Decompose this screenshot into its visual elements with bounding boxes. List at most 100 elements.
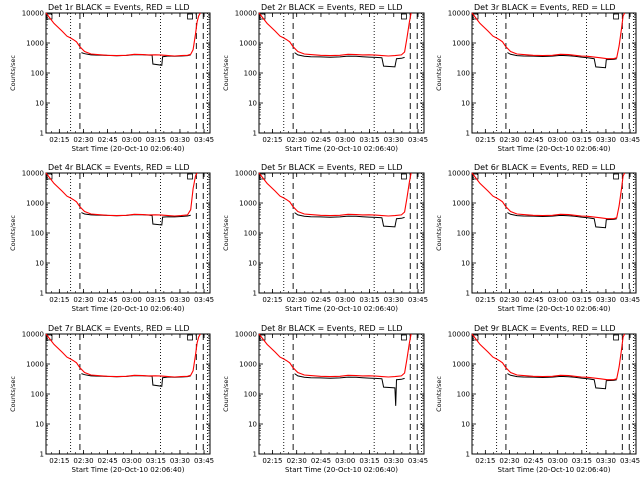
x-tick-label: 02:30 [73,457,93,465]
y-tick-label: 10000 [235,331,257,339]
y-axis-title: Counts/sec [222,376,230,412]
lld-series-line [258,333,412,378]
events-series-line [294,52,405,68]
panel-4: Det 4r BLACK = Events, RED = LLD 1 10 100 10… [9,163,214,313]
panel-3: Det 3r BLACK = Events, RED = LLD 1 10 100 10… [435,3,640,153]
flag-box-left [46,173,53,180]
y-tick-label: 100 [244,230,257,238]
y-tick-label: 10000 [235,10,257,18]
x-tick-label: 03:15 [572,457,592,465]
flag-box-left [472,13,479,20]
y-tick-label: 10 [461,260,470,268]
y-tick-label: 1 [466,130,470,138]
y-axis-title: Counts/sec [435,55,443,91]
y-tick-label: 10000 [22,331,44,339]
x-tick-label: 02:15 [475,296,495,304]
flag-box [401,173,407,180]
y-tick-label: 10 [461,421,470,429]
y-tick-label: 1000 [239,40,257,48]
flag-box [187,173,193,180]
panel-8: Det 8r BLACK = Events, RED = LLD 1 10 100 10… [222,324,428,474]
events-series-line [294,373,405,406]
x-tick-label: 03:00 [548,457,568,465]
y-tick-label: 100 [31,230,44,238]
panel-7: Det 7r BLACK = Events, RED = LLD 1 10 100 10… [9,324,214,474]
x-tick-label: 03:15 [359,136,379,144]
flag-box [401,13,407,20]
x-axis-title: Start Time (20-Oct-10 02:06:40) [498,466,611,474]
x-tick-label: 02:15 [49,457,69,465]
flag-box [401,334,407,341]
flag-box-left [259,173,266,180]
panel-title: Det 7r BLACK = Events, RED = LLD [48,324,190,333]
lld-series-line [258,172,412,217]
x-tick-label: 02:30 [73,296,93,304]
x-tick-label: 03:00 [122,136,142,144]
x-tick-label: 03:00 [548,296,568,304]
y-tick-label: 100 [457,70,470,78]
y-axis-title: Counts/sec [435,215,443,251]
x-axis-title: Start Time (20-Oct-10 02:06:40) [498,145,611,153]
x-axis-title: Start Time (20-Oct-10 02:06:40) [498,305,611,313]
y-tick-label: 10 [248,100,257,108]
events-series-line [507,212,617,229]
panel-1: Det 1r BLACK = Events, RED = LLD 1 10 100 10… [9,3,214,153]
x-tick-label: 02:15 [475,457,495,465]
x-tick-label: 03:30 [596,457,616,465]
y-tick-label: 1000 [26,40,44,48]
x-tick-label: 03:15 [146,296,166,304]
y-tick-label: 1 [466,451,470,459]
x-tick-label: 03:00 [122,296,142,304]
panel-5: Det 5r BLACK = Events, RED = LLD 1 10 100 10… [222,163,428,313]
y-tick-label: 10 [461,100,470,108]
panel-title: Det 2r BLACK = Events, RED = LLD [261,3,403,12]
x-tick-label: 03:00 [122,457,142,465]
y-tick-label: 1000 [239,200,257,208]
x-tick-label: 03:45 [620,136,640,144]
y-tick-label: 1 [40,130,44,138]
x-tick-label: 03:15 [359,296,379,304]
y-tick-label: 1 [253,290,257,298]
x-tick-label: 03:15 [146,457,166,465]
x-tick-label: 03:45 [408,136,428,144]
x-tick-label: 03:00 [335,457,355,465]
x-tick-label: 02:45 [97,136,117,144]
x-tick-label: 02:45 [523,457,543,465]
y-axis-title: Counts/sec [222,215,230,251]
x-tick-label: 02:45 [311,296,331,304]
y-tick-label: 1000 [452,200,470,208]
flag-box-left [46,13,53,20]
x-tick-label: 03:45 [620,457,640,465]
flag-box [613,334,619,341]
x-tick-label: 03:45 [194,296,214,304]
y-tick-label: 100 [31,70,44,78]
x-tick-label: 02:30 [499,457,519,465]
y-tick-label: 100 [244,70,257,78]
y-tick-label: 10 [35,260,44,268]
x-tick-label: 02:45 [311,457,331,465]
x-tick-label: 02:45 [97,457,117,465]
y-tick-label: 1 [40,290,44,298]
x-tick-label: 02:30 [287,457,307,465]
lld-series-line [45,12,201,57]
y-tick-label: 10 [35,421,44,429]
x-tick-label: 03:45 [620,296,640,304]
x-tick-label: 02:15 [262,457,282,465]
x-tick-label: 03:45 [408,296,428,304]
y-tick-label: 100 [457,230,470,238]
x-tick-label: 03:00 [335,296,355,304]
x-tick-label: 02:45 [523,296,543,304]
y-tick-label: 100 [244,391,257,399]
x-axis-title: Start Time (20-Oct-10 02:06:40) [72,145,185,153]
panel-title: Det 6r BLACK = Events, RED = LLD [474,163,616,172]
panel-title: Det 1r BLACK = Events, RED = LLD [48,3,190,12]
y-tick-label: 1000 [26,200,44,208]
y-axis-title: Counts/sec [9,215,17,251]
panel-6: Det 6r BLACK = Events, RED = LLD 1 10 100 10… [435,163,640,313]
x-tick-label: 02:30 [287,136,307,144]
flag-box-left [472,334,479,341]
lld-series-line [471,12,626,60]
y-tick-label: 10000 [448,331,470,339]
y-tick-label: 1000 [239,361,257,369]
